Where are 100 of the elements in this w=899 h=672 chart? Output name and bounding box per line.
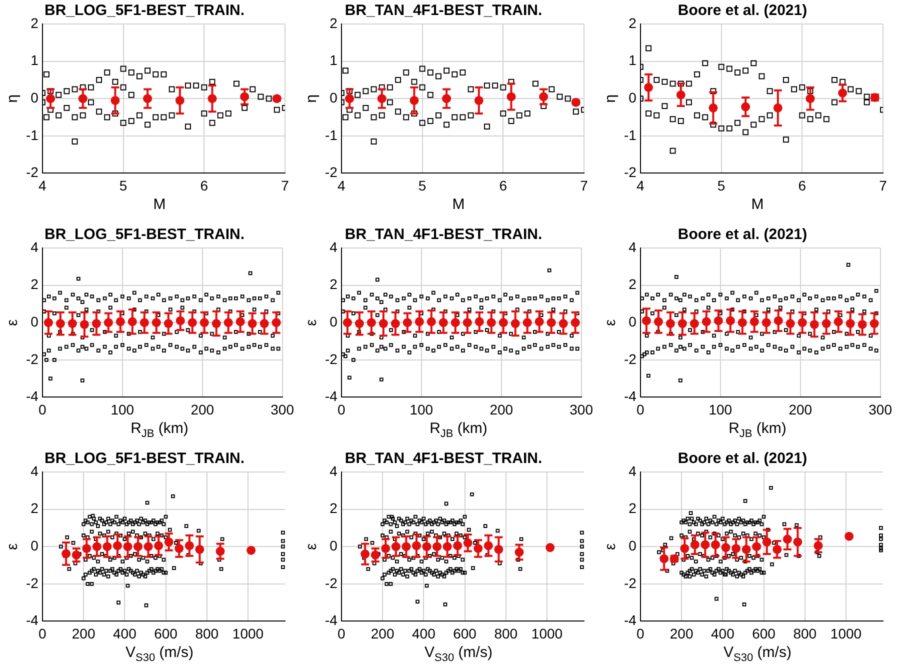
point (799, 112, 806, 118)
y-tick-label: 1 (30, 52, 39, 68)
point (217, 112, 224, 118)
y-tick-label: -2 (26, 574, 39, 591)
y-tick-label: 2 (30, 500, 39, 516)
point (799, 84, 806, 90)
point (240, 92, 250, 102)
point (342, 68, 348, 74)
chart-title: BR_LOG_5F1-BEST_TRAIN. (44, 226, 245, 244)
point (702, 60, 708, 66)
y-tick-label: -2 (26, 350, 39, 367)
point (694, 112, 700, 118)
point (432, 542, 442, 552)
point (823, 116, 830, 122)
point (403, 70, 410, 76)
point (564, 96, 571, 102)
point (82, 544, 92, 553)
point (144, 68, 151, 74)
point (460, 114, 466, 120)
y-axis-title: ε (303, 318, 320, 326)
point (72, 114, 78, 120)
y-tick-label: -2 (324, 164, 338, 180)
point (46, 94, 56, 104)
y-tick-label: 2 (330, 276, 338, 292)
point (726, 125, 732, 132)
x-tick-label: 5 (717, 177, 726, 194)
point (370, 114, 377, 120)
point (216, 546, 225, 556)
point (136, 112, 142, 118)
point (381, 544, 390, 553)
point (370, 138, 377, 144)
point (164, 537, 174, 546)
point (362, 88, 369, 94)
point (80, 84, 86, 90)
point (123, 542, 132, 552)
point (152, 114, 159, 120)
point (782, 534, 792, 544)
y-axis-title: ε (4, 542, 22, 550)
point (112, 110, 118, 116)
chart-title: BR_LOG_5F1-BEST_TRAIN. (44, 2, 245, 20)
y-tick-label: 2 (330, 14, 338, 31)
point (654, 76, 660, 83)
point (168, 112, 175, 118)
y-tick-label: -2 (624, 574, 637, 591)
point (540, 103, 547, 110)
x-axis-title: V$_{S30}$ (m/s) (424, 644, 494, 664)
point (104, 114, 110, 120)
point (435, 73, 442, 80)
point (864, 94, 870, 100)
point (460, 70, 466, 76)
point (758, 73, 765, 80)
y-tick-label: 2 (628, 276, 637, 292)
point (807, 88, 814, 94)
point (64, 88, 70, 94)
y-tick-label: -4 (26, 388, 39, 404)
x-tick-label: 5 (418, 177, 426, 194)
point (62, 549, 71, 558)
point (419, 84, 426, 90)
point (120, 84, 126, 90)
point (143, 94, 152, 104)
chart-title: BR_TAN_4F1-BEST_TRAIN. (344, 2, 542, 20)
point (128, 70, 134, 76)
x-tick-label: 200 (788, 401, 812, 418)
point (532, 80, 538, 87)
y-tick-label: -4 (324, 388, 338, 404)
point (516, 112, 522, 118)
point (864, 99, 870, 106)
y-axis-title: ε (303, 542, 320, 550)
point (354, 112, 361, 118)
point (710, 88, 716, 94)
point (694, 71, 700, 78)
x-tick-label: 1000 (830, 625, 862, 642)
y-tick-label: 0 (628, 89, 637, 106)
point (427, 70, 434, 76)
y-tick-label: 1 (330, 52, 338, 68)
point (742, 68, 749, 74)
point (734, 70, 740, 76)
y-tick-label: 2 (628, 500, 637, 516)
point (354, 92, 361, 98)
point (710, 540, 720, 550)
point (506, 92, 516, 102)
point (112, 541, 122, 550)
y-tick-label: 4 (330, 462, 338, 479)
point (72, 86, 78, 92)
point (195, 544, 204, 554)
x-tick-label: 100 (110, 401, 134, 418)
y-tick-label: -2 (26, 164, 39, 180)
y-tick-label: -4 (624, 388, 637, 404)
point (225, 110, 232, 116)
point (184, 541, 194, 550)
point (474, 96, 484, 105)
point (345, 94, 354, 104)
x-axis-title: M (152, 196, 167, 213)
x-tick-label: 6 (499, 177, 508, 194)
point (246, 546, 256, 555)
point (686, 99, 692, 106)
point (174, 544, 184, 553)
point (468, 112, 474, 118)
point (370, 86, 377, 92)
y-tick-label: -2 (324, 350, 338, 367)
